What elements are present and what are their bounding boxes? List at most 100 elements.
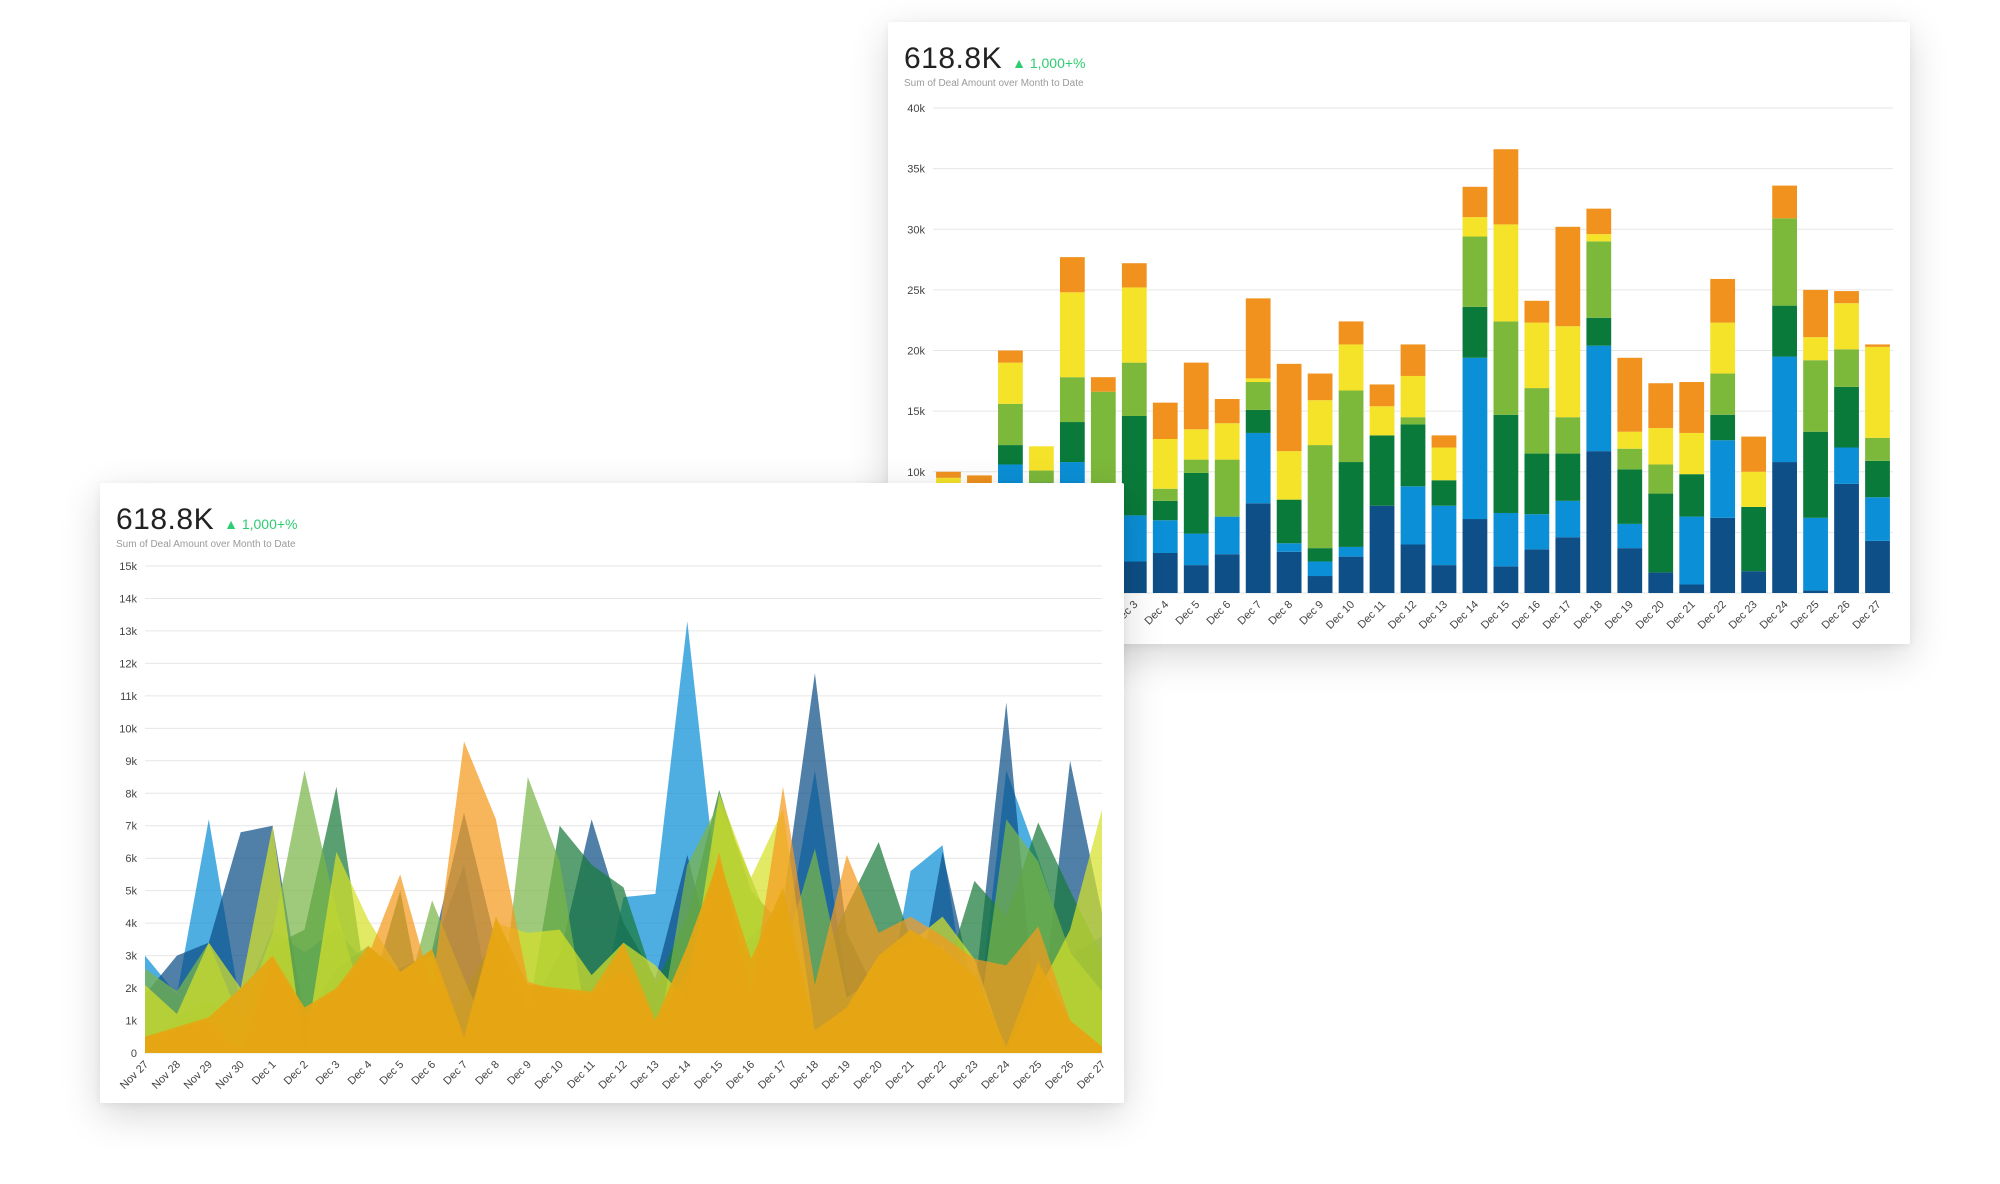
bar-segment — [1617, 448, 1643, 470]
y-tick-label: 2k — [125, 983, 137, 995]
bar-segment — [1679, 474, 1705, 517]
y-tick-label: 30k — [907, 224, 925, 236]
bar-segment — [1617, 469, 1643, 524]
bar-segment — [1586, 234, 1612, 242]
kpi-header: 618.8K ▲ 1,000+% — [116, 503, 298, 537]
bar-segment — [1617, 357, 1643, 432]
y-tick-label: 20k — [907, 346, 925, 358]
x-tick-label: Dec 21 — [1665, 599, 1698, 632]
bar-segment — [1029, 470, 1054, 483]
bar-segment — [1648, 493, 1674, 573]
bar-segment — [1493, 566, 1519, 593]
bar-segment — [1741, 571, 1767, 593]
bar-segment — [1431, 435, 1457, 448]
x-tick-label: Dec 6 — [409, 1059, 438, 1088]
bar-segment — [1710, 278, 1736, 323]
bar-segment — [1555, 417, 1581, 454]
bar-segment — [1245, 382, 1271, 410]
x-tick-label: Dec 6 — [1205, 599, 1234, 628]
bar-segment — [1214, 554, 1240, 593]
bar-segment — [1772, 305, 1797, 357]
bar-segment — [1772, 218, 1797, 306]
bar-segment — [1307, 373, 1333, 401]
bar-segment — [1834, 349, 1859, 387]
y-tick-label: 4k — [125, 918, 137, 930]
x-tick-label: Dec 13 — [628, 1059, 661, 1092]
bar-segment — [1555, 500, 1581, 538]
x-tick-label: Dec 12 — [1386, 599, 1419, 632]
x-tick-label: Dec 2 — [282, 1059, 311, 1088]
bar-segment — [1865, 437, 1890, 461]
y-tick-label: 15k — [907, 406, 925, 418]
bar-segment — [1586, 317, 1612, 346]
x-tick-label: Dec 22 — [1696, 599, 1729, 632]
bar-segment — [1524, 388, 1550, 454]
bar-segment — [998, 362, 1023, 404]
bar-segment — [1400, 424, 1426, 487]
bar-segment — [1803, 590, 1828, 593]
bar-segment — [1183, 472, 1209, 534]
x-tick-label: Nov 28 — [150, 1059, 183, 1092]
x-tick-label: Dec 19 — [820, 1059, 853, 1092]
bar-segment — [1462, 236, 1488, 307]
y-tick-label: 7k — [125, 821, 137, 833]
kpi-subtitle: Sum of Deal Amount over Month to Date — [116, 539, 296, 550]
bar-segment — [1121, 415, 1147, 516]
bar-segment — [1741, 506, 1767, 572]
area-series — [145, 858, 1102, 1053]
x-tick-label: Dec 4 — [346, 1059, 375, 1088]
x-tick-label: Dec 10 — [1324, 599, 1357, 632]
x-tick-label: Dec 23 — [947, 1059, 980, 1092]
kpi-header: 618.8K ▲ 1,000+% — [904, 42, 1086, 76]
x-tick-label: Nov 30 — [214, 1059, 247, 1092]
bar-segment — [1183, 429, 1209, 460]
bar-segment — [1059, 292, 1085, 378]
bar-segment — [1276, 543, 1302, 552]
y-tick-label: 3k — [125, 951, 137, 963]
x-tick-label: Dec 19 — [1603, 599, 1636, 632]
x-tick-label: Dec 18 — [788, 1059, 821, 1092]
y-tick-label: 15k — [119, 561, 137, 573]
bar-segment — [1338, 321, 1364, 345]
x-tick-label: Dec 21 — [884, 1059, 917, 1092]
bar-segment — [1369, 435, 1395, 506]
bar-segment — [998, 350, 1023, 363]
bar-segment — [1307, 561, 1333, 577]
bar-segment — [1338, 556, 1364, 593]
bar-segment — [1834, 386, 1859, 448]
bar-segment — [1524, 322, 1550, 389]
y-tick-label: 40k — [907, 103, 925, 115]
x-tick-label: Dec 24 — [1758, 599, 1791, 632]
x-tick-label: Dec 27 — [1075, 1059, 1108, 1092]
bar-segment — [1245, 378, 1271, 383]
bar-segment — [1524, 549, 1550, 593]
bar-segment — [1524, 300, 1550, 323]
x-tick-label: Dec 26 — [1043, 1059, 1076, 1092]
bar-segment — [1121, 263, 1147, 288]
bar-segment — [1400, 344, 1426, 376]
kpi-value: 618.8K — [116, 503, 215, 536]
bar-segment — [1803, 337, 1828, 361]
x-tick-label: Dec 18 — [1572, 599, 1605, 632]
bar-segment — [1307, 548, 1333, 562]
x-tick-label: Dec 5 — [378, 1059, 407, 1088]
y-tick-label: 5k — [125, 886, 137, 898]
bar-segment — [1214, 399, 1240, 424]
bar-segment — [1710, 440, 1736, 518]
bar-segment — [1276, 363, 1302, 452]
bar-segment — [1617, 431, 1643, 449]
x-tick-label: Dec 20 — [852, 1059, 885, 1092]
bar-segment — [1214, 423, 1240, 460]
x-tick-label: Dec 27 — [1851, 599, 1884, 632]
bar-segment — [1679, 432, 1705, 475]
bar-segment — [1152, 552, 1178, 593]
x-tick-label: Dec 25 — [1789, 599, 1822, 632]
bar-segment — [1400, 417, 1426, 425]
x-tick-label: Dec 16 — [1510, 599, 1543, 632]
x-tick-label: Nov 29 — [182, 1059, 215, 1092]
bar-segment — [1555, 537, 1581, 593]
bar-segment — [1431, 505, 1457, 566]
kpi-delta: ▲ 1,000+% — [224, 516, 298, 532]
x-tick-label: Dec 14 — [660, 1059, 693, 1092]
bar-segment — [1648, 383, 1674, 429]
